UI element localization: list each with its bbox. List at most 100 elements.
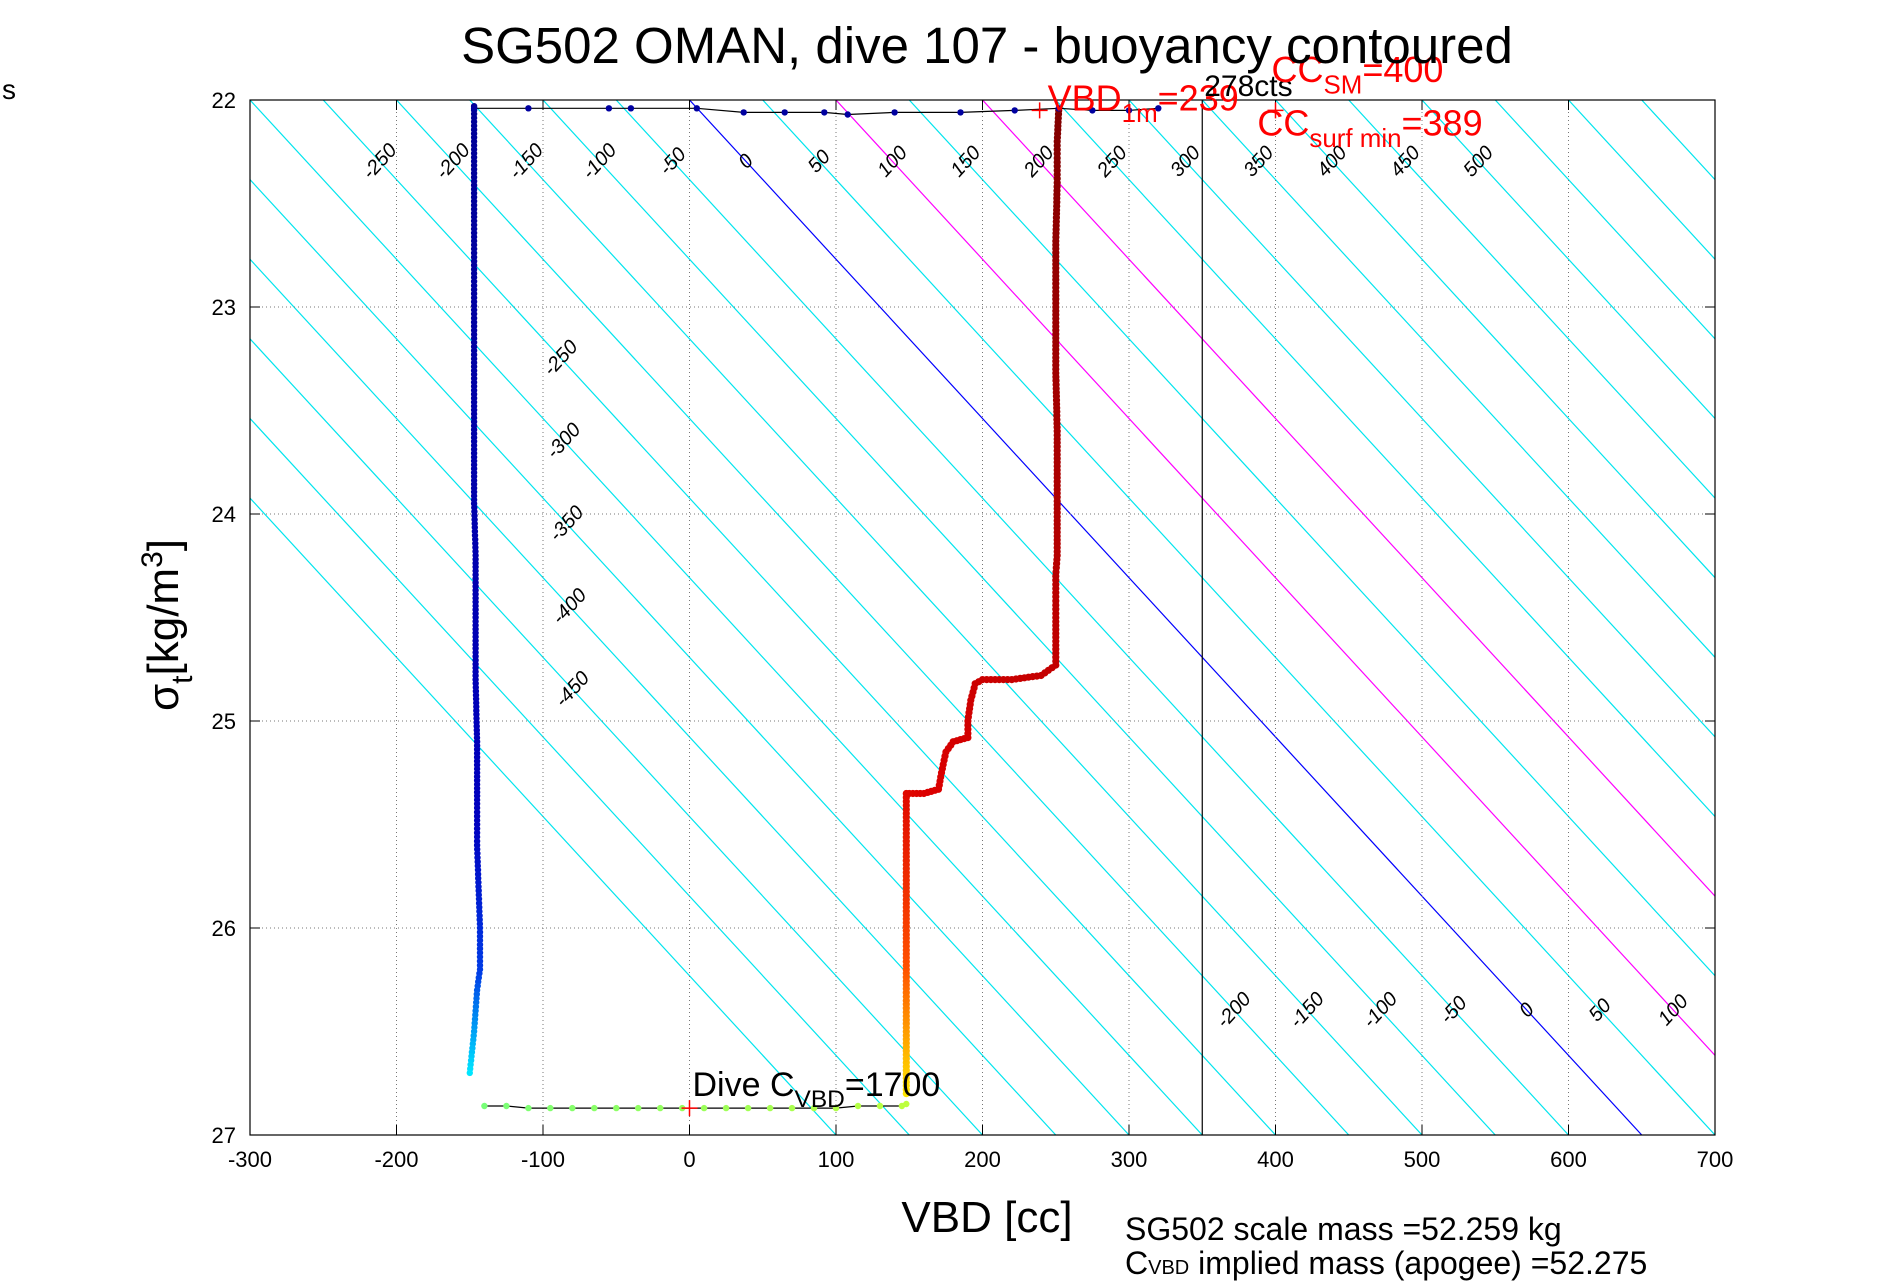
- y-tick-label: 26: [212, 916, 236, 941]
- dive-cvbd-label-sub: VBD: [795, 1086, 845, 1113]
- y-tick-label: 23: [212, 295, 236, 320]
- contour-line: [1862, 100, 1891, 1135]
- descent-point: [467, 1070, 473, 1076]
- surface-point: [891, 109, 897, 115]
- vbd-1m-label-sub: 1m: [1122, 100, 1158, 128]
- svg-text:σt[kg/m3]: σt[kg/m3]: [136, 539, 199, 711]
- x-tick-label: -200: [374, 1147, 418, 1172]
- x-tick-label: -300: [228, 1147, 272, 1172]
- contour-line: [1129, 100, 1891, 1135]
- cc-surf-min-label-sub: surf min: [1309, 125, 1401, 153]
- surface-point: [525, 105, 531, 111]
- contour-line: [177, 100, 1129, 1135]
- footer-line-1: SG502 scale mass =52.259 kg: [1125, 1212, 1647, 1246]
- y-axis-label-unit: [kg/m: [139, 568, 188, 676]
- bottom-point: [723, 1105, 729, 1111]
- axes: -300 -200 -100 0 100 200 300 400 500 600 700 22 23 24…: [212, 88, 1734, 1172]
- x-tick-label: 300: [1111, 1147, 1148, 1172]
- ascent-line: [906, 110, 1058, 1093]
- contour-line: [836, 100, 1788, 1135]
- y-axis-label-close: ]: [139, 539, 188, 551]
- contour-line: [690, 100, 1642, 1135]
- surface-point: [845, 111, 851, 117]
- contour-label: 150: [1727, 991, 1766, 1030]
- contour-label: 200: [1800, 991, 1839, 1031]
- contour-line: [0, 100, 836, 1135]
- contour-line: [1569, 100, 1891, 1135]
- bottom-point: [613, 1105, 619, 1111]
- y-axis-label-symbol: σ: [139, 684, 188, 711]
- contour-label: 250: [1873, 991, 1891, 1031]
- bottom-point: [525, 1105, 531, 1111]
- bottom-point: [503, 1103, 509, 1109]
- plus-marker: [1032, 102, 1048, 118]
- x-tick-label: 700: [1697, 1147, 1734, 1172]
- contour-line: [470, 100, 1422, 1135]
- contour-line: [1715, 100, 1891, 1135]
- contour-line: [323, 100, 1275, 1135]
- x-tick-label: 100: [818, 1147, 855, 1172]
- chart-title: SG502 OMAN, dive 107 - buoyancy contoure…: [461, 17, 1513, 74]
- surface-point: [821, 109, 827, 115]
- cc-surf-min-label-prefix: CC: [1257, 102, 1309, 143]
- bottom-point: [767, 1105, 773, 1111]
- x-axis-label: VBD [cc]: [901, 1193, 1072, 1242]
- y-axis-label-sup: 3: [136, 551, 169, 568]
- contour-line: [1202, 100, 1891, 1135]
- contour-line: [1788, 100, 1891, 1135]
- y-tick-label: 22: [212, 88, 236, 113]
- bottom-point: [591, 1105, 597, 1111]
- contour-line: [616, 100, 1568, 1135]
- contour-line: [983, 100, 1891, 1135]
- footer-line-2-sub: VBD: [1148, 1257, 1189, 1279]
- footer-line-2-prefix: C: [1125, 1245, 1148, 1281]
- y-axis-label: σt[kg/m3]: [136, 539, 199, 711]
- surface-point: [471, 105, 477, 111]
- contour-line: [909, 100, 1861, 1135]
- bottom-point: [547, 1105, 553, 1111]
- x-tick-label: 600: [1550, 1147, 1587, 1172]
- surface-point: [1012, 107, 1018, 113]
- contour-line: [1495, 100, 1891, 1135]
- contour-line: [250, 100, 1202, 1135]
- x-tick-label: 200: [964, 1147, 1001, 1172]
- contour-line: [1276, 100, 1891, 1135]
- x-tick-label: 500: [1404, 1147, 1441, 1172]
- dive-cvbd-label-prefix: Dive C: [693, 1066, 795, 1104]
- footer-line-2: CVBD implied mass (apogee) =52.275: [1125, 1246, 1647, 1285]
- x-tick-label: 0: [683, 1147, 695, 1172]
- contour-line: [0, 100, 909, 1135]
- bottom-point: [745, 1105, 751, 1111]
- bottom-point: [701, 1105, 707, 1111]
- y-tick-label: 25: [212, 709, 236, 734]
- chart-footer: SG502 scale mass =52.259 kg CVBD implied…: [1125, 1212, 1647, 1285]
- grid-lines: [250, 100, 1715, 1135]
- y-tick-label: 27: [212, 1123, 236, 1148]
- surface-point: [741, 109, 747, 115]
- cc-surf-min-label-value: =389: [1402, 102, 1483, 143]
- contour-line: [104, 100, 1056, 1135]
- surface-point: [606, 105, 612, 111]
- bottom-point: [569, 1105, 575, 1111]
- contour-line: [543, 100, 1495, 1135]
- bottom-point: [657, 1105, 663, 1111]
- plot-frame: [250, 100, 1715, 1135]
- bottom-point: [635, 1105, 641, 1111]
- surface-point: [628, 105, 634, 111]
- footer-line-2-rest: implied mass (apogee) =52.275: [1189, 1245, 1647, 1281]
- contour-line: [397, 100, 1349, 1135]
- vbd-1m-label-prefix: VBD: [1048, 77, 1122, 118]
- y-tick-label: 24: [212, 502, 236, 527]
- contour-line: [1349, 100, 1891, 1135]
- cc-sm-label-sub: SM: [1324, 72, 1363, 100]
- x-tick-label: -100: [521, 1147, 565, 1172]
- surface-point: [957, 109, 963, 115]
- dive-cvbd-label-value: =1700: [845, 1066, 941, 1104]
- bottom-point: [481, 1103, 487, 1109]
- surface-point: [694, 105, 700, 111]
- cc-surf-min-label: CCsurf min=389: [1257, 102, 1482, 153]
- x-tick-label: 400: [1257, 1147, 1294, 1172]
- contour-line: [1056, 100, 1891, 1135]
